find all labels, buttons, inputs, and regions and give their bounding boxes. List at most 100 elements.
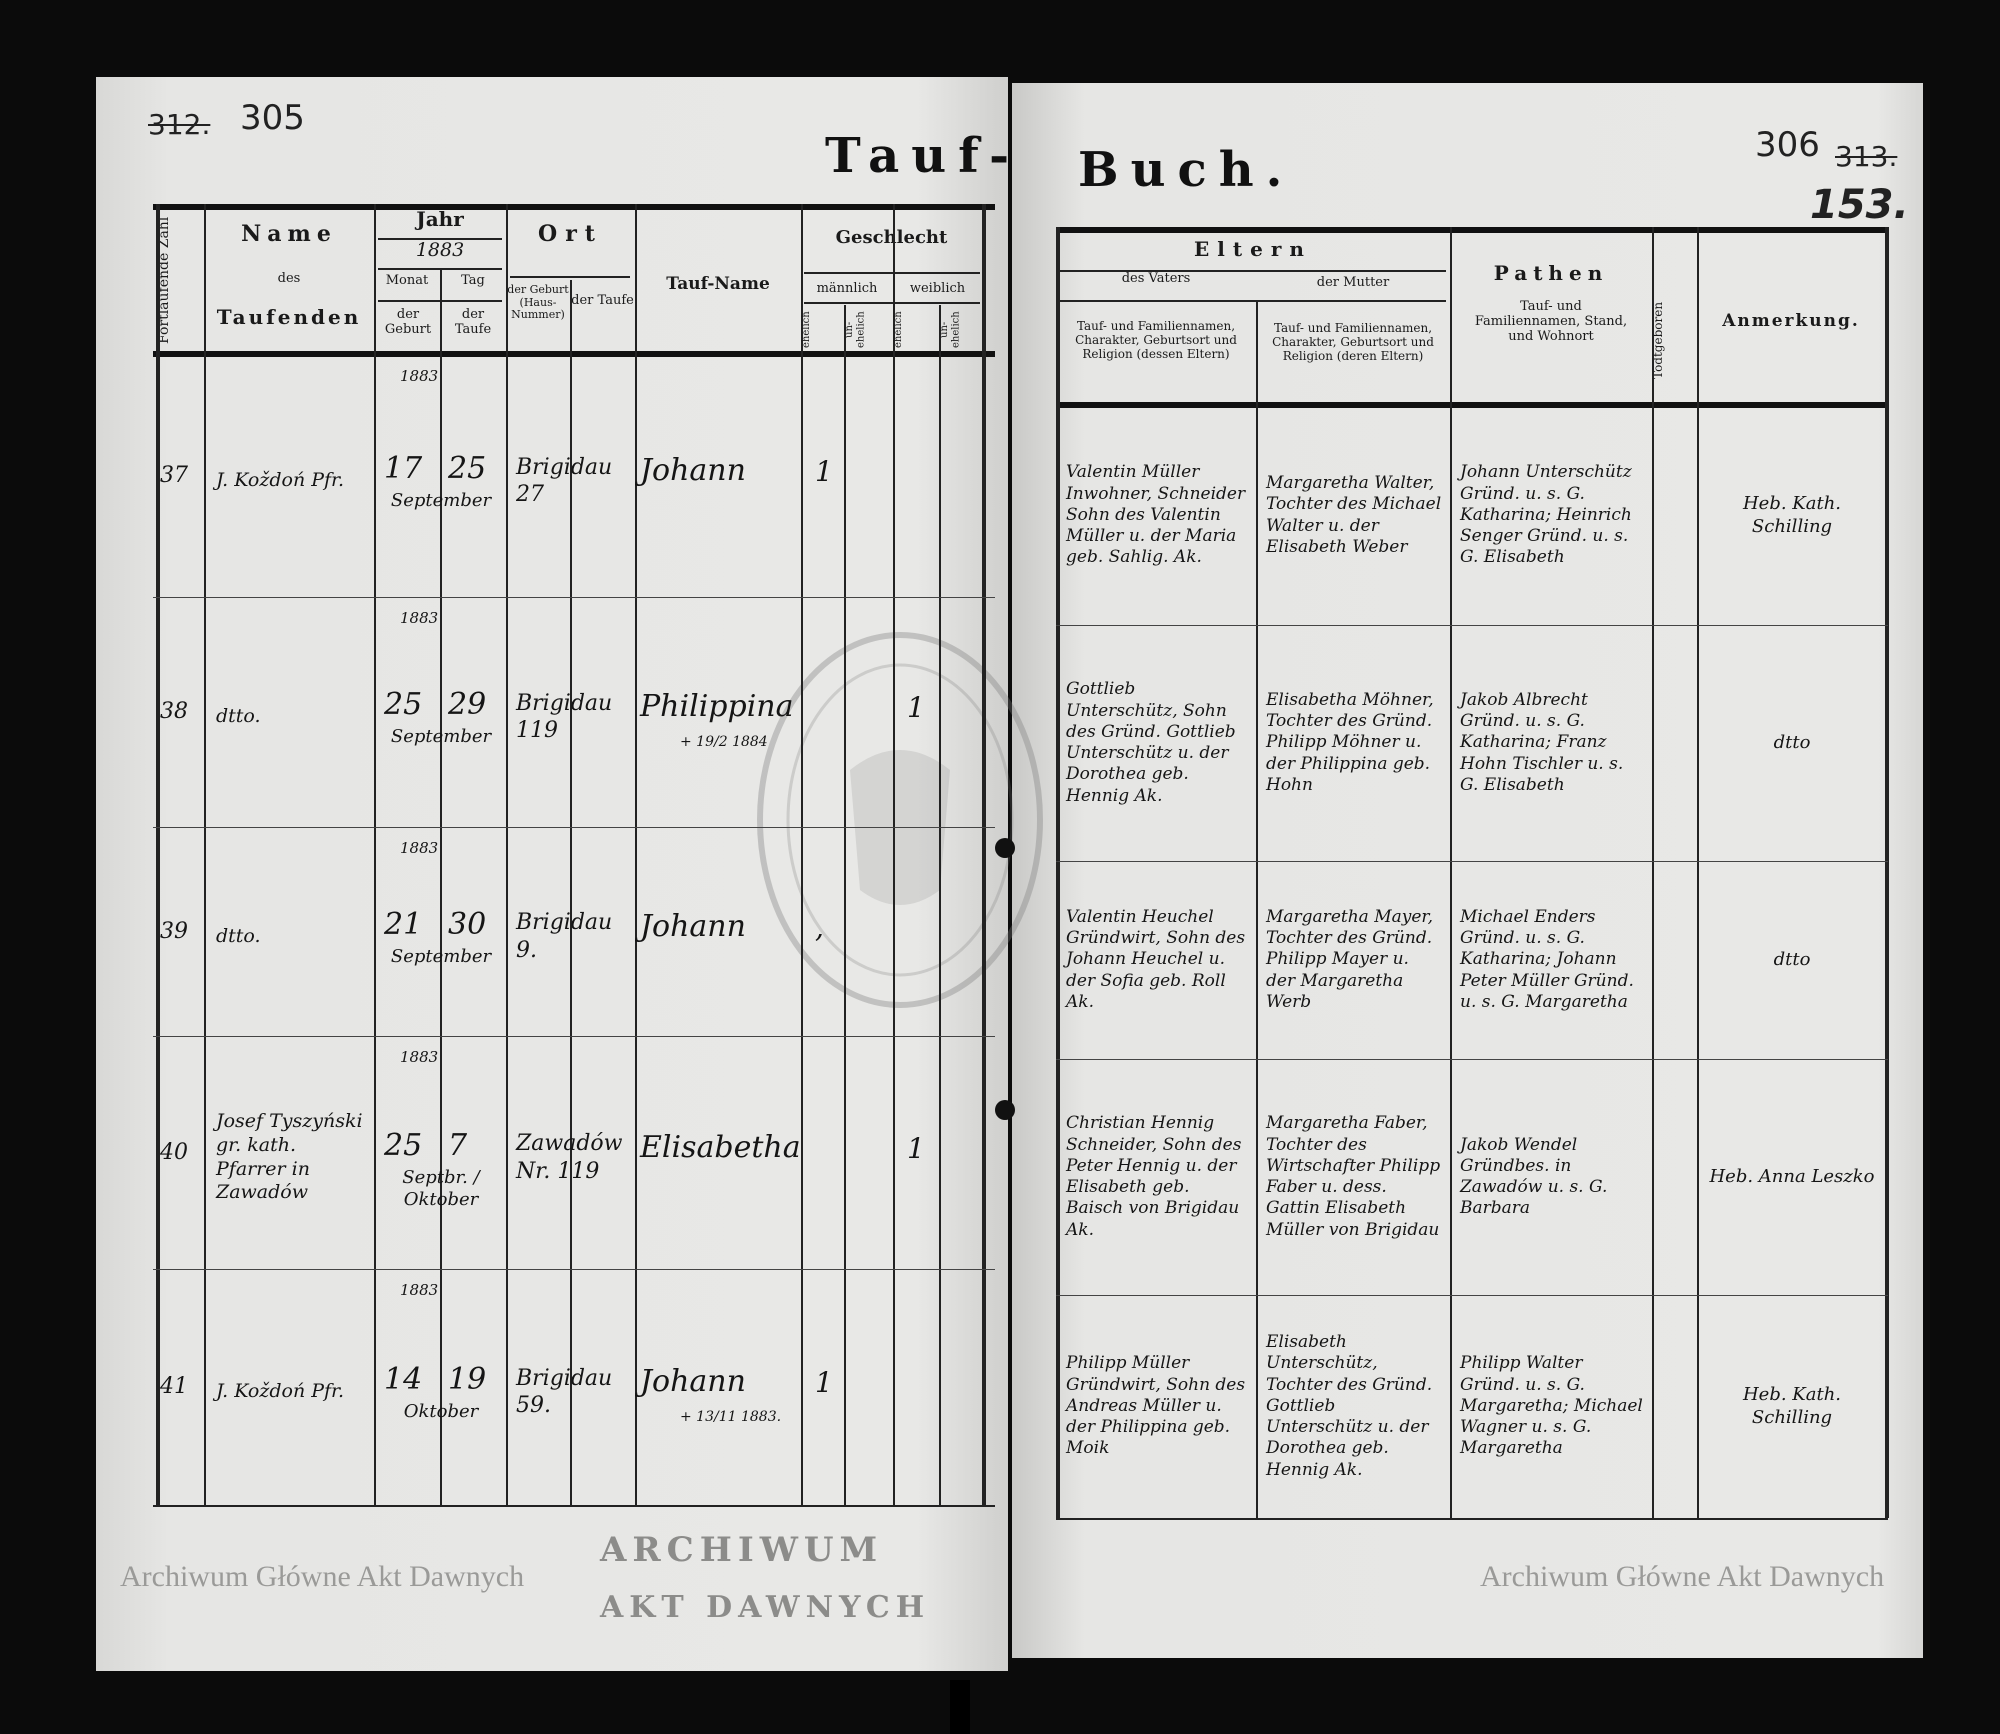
remark: dtto bbox=[1773, 731, 1811, 753]
header-anmerkung: Anmerkung. bbox=[1722, 311, 1860, 331]
header-vater-desc: Tauf- und Familiennamen, Charakter, Gebu… bbox=[1075, 319, 1237, 361]
spine-strip bbox=[950, 1680, 970, 1734]
column-divider bbox=[1652, 227, 1654, 1518]
entry-number: 41 bbox=[160, 1374, 188, 1399]
column-divider bbox=[440, 270, 442, 1505]
header-todtgeboren: Todtgeboren bbox=[1651, 301, 1665, 379]
header-eltern: Eltern bbox=[1194, 237, 1312, 261]
header-ehelich: ehelich bbox=[801, 311, 812, 349]
column-divider bbox=[635, 204, 637, 1505]
month: September bbox=[390, 490, 492, 511]
baptized-name-officiant: J. Koždoń Pfr. bbox=[216, 1380, 345, 1403]
birthplace-house-number: Brigidau 27 bbox=[516, 454, 613, 508]
birth-day: 21 bbox=[384, 906, 423, 942]
baptized-name-officiant: dtto. bbox=[216, 924, 261, 947]
column-divider bbox=[1450, 227, 1452, 1518]
row-year: 1883 bbox=[400, 609, 439, 627]
row-divider bbox=[1056, 625, 1888, 626]
header-number: Fortlaufende Zahl bbox=[156, 216, 172, 344]
father-details: Gottlieb Unterschütz, Sohn des Gründ. Go… bbox=[1066, 679, 1236, 806]
sex-mark: 1 bbox=[907, 691, 925, 724]
baptism-day: 19 bbox=[448, 1362, 487, 1397]
row-divider bbox=[153, 1036, 995, 1037]
entry-number: 37 bbox=[160, 463, 188, 488]
column-divider bbox=[801, 204, 803, 1505]
entry-number: 38 bbox=[160, 699, 188, 724]
struck-page-number-left: 312. bbox=[148, 108, 211, 141]
row-year: 1883 bbox=[400, 1048, 439, 1066]
divider bbox=[1060, 300, 1446, 302]
row-year: 1883 bbox=[400, 367, 439, 385]
baptism-day: 7 bbox=[448, 1127, 468, 1163]
header-pathen: Pathen bbox=[1493, 261, 1609, 285]
baptized-name-officiant: Josef Tyszyński gr. kath. Pfarrer in Zaw… bbox=[216, 1110, 363, 1204]
header-vater: des Vaters bbox=[1121, 271, 1191, 286]
mother-details: Margaretha Mayer, Tochter des Gründ. Phi… bbox=[1266, 906, 1434, 1012]
table-header-border bbox=[153, 351, 995, 357]
month: September bbox=[390, 945, 492, 967]
baptismal-name: Johann bbox=[640, 908, 746, 944]
header-name: Name bbox=[241, 221, 337, 247]
header-der-taufe: der Taufe bbox=[454, 307, 492, 337]
column-divider bbox=[844, 305, 846, 1505]
header-mutter-desc: Tauf- und Familiennamen, Charakter, Gebu… bbox=[1272, 321, 1434, 363]
page-number-left: 305 bbox=[240, 98, 305, 138]
sex-mark: 1 bbox=[815, 1366, 833, 1399]
column-divider bbox=[1885, 227, 1889, 1518]
divider bbox=[378, 268, 502, 270]
remark: Heb. Kath. Schilling bbox=[1742, 1384, 1842, 1428]
divider bbox=[378, 238, 502, 240]
title-right: Buch. bbox=[1078, 142, 1295, 198]
table-bottom-border bbox=[153, 1505, 995, 1507]
birthplace-house-number: Brigidau 9. bbox=[516, 910, 613, 963]
column-divider bbox=[374, 204, 376, 1505]
mother-details: Elisabetha Möhner, Tochter des Gründ. Ph… bbox=[1266, 689, 1434, 795]
left-page bbox=[96, 77, 1008, 1671]
column-divider bbox=[1256, 300, 1258, 1518]
header-der-geburt: der Geburt bbox=[384, 307, 432, 337]
page-number-right: 306 bbox=[1755, 125, 1820, 165]
row-divider bbox=[1056, 1059, 1888, 1060]
column-divider bbox=[982, 204, 986, 1505]
godparents: Johann Unterschütz Gründ. u. s. G. Katha… bbox=[1460, 462, 1632, 568]
table-bottom-border bbox=[1056, 1518, 1888, 1520]
header-unehelich: un-ehelich bbox=[844, 311, 867, 349]
archive-stamp bbox=[757, 632, 1043, 1008]
sex-mark: , bbox=[815, 910, 824, 944]
birthplace-house-number: Brigidau 119 bbox=[516, 690, 613, 744]
godparents: Jakob Wendel Gründbes. in Zawadów u. s. … bbox=[1460, 1134, 1608, 1219]
mother-details: Margaretha Faber, Tochter des Wirtschaft… bbox=[1266, 1113, 1441, 1240]
remark: dtto bbox=[1773, 948, 1811, 970]
baptism-day: 29 bbox=[448, 687, 487, 722]
sex-mark: 1 bbox=[815, 455, 833, 488]
header-geschlecht: Geschlecht bbox=[835, 227, 948, 248]
divider bbox=[378, 300, 502, 302]
row-divider bbox=[153, 827, 995, 828]
struck-page-number-right: 313. bbox=[1835, 140, 1898, 173]
header-unehelich: un-ehelich bbox=[939, 311, 962, 349]
column-divider bbox=[893, 204, 895, 1505]
father-details: Christian Hennig Schneider, Sohn des Pet… bbox=[1066, 1113, 1242, 1240]
birth-day: 17 bbox=[384, 451, 423, 486]
header-monat: Monat bbox=[385, 273, 429, 288]
header-pathen-desc: Tauf- und Familiennamen, Stand, und Wohn… bbox=[1474, 299, 1628, 344]
header-ort-taufe: der Taufe bbox=[571, 293, 634, 308]
father-details: Philipp Müller Gründwirt, Sohn des Andre… bbox=[1066, 1353, 1246, 1459]
column-divider bbox=[204, 204, 206, 1505]
row-divider bbox=[1056, 861, 1888, 862]
entry-number: 39 bbox=[160, 918, 188, 944]
header-jahr: Jahr bbox=[416, 207, 464, 231]
folio-number: 153. bbox=[1810, 182, 1909, 228]
baptized-name-officiant: dtto. bbox=[216, 705, 261, 728]
row-divider bbox=[153, 597, 995, 598]
month: Septbr. / Oktober bbox=[402, 1166, 480, 1211]
divider bbox=[804, 302, 980, 304]
death-note: + 13/11 1883. bbox=[680, 1409, 782, 1425]
header-ort-geburt: der Geburt (Haus-Nummer) bbox=[507, 283, 569, 322]
divider bbox=[1060, 270, 1446, 272]
row-divider bbox=[1056, 1295, 1888, 1296]
header-name-des: des bbox=[277, 271, 301, 286]
column-divider bbox=[156, 204, 160, 1505]
watermark-right: Archiwum Główne Akt Dawnych bbox=[1480, 1560, 1885, 1593]
birthplace-house-number: Zawadów Nr. 119 bbox=[516, 1131, 623, 1184]
